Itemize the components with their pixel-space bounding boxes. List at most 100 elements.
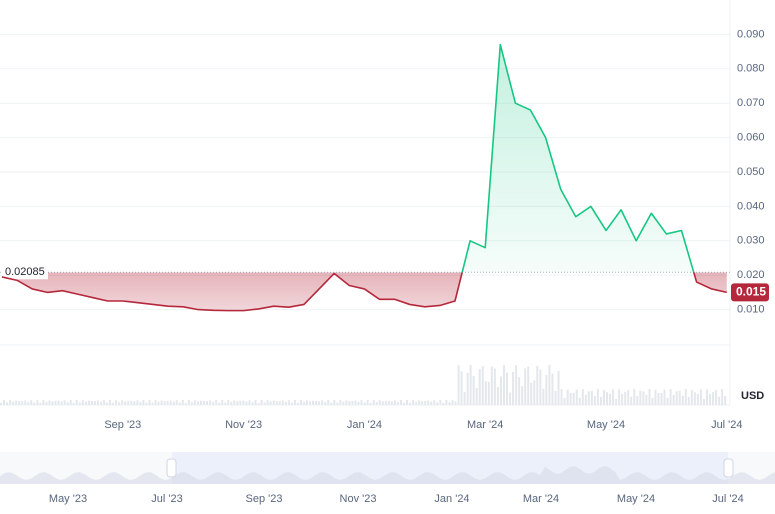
volume-bar <box>172 401 175 405</box>
volume-bar <box>139 402 142 405</box>
volume-bar <box>475 387 478 405</box>
volume-bar <box>145 402 148 405</box>
volume-bar <box>690 390 693 405</box>
volume-bar <box>293 400 296 405</box>
volume-bar <box>427 400 430 405</box>
volume-bar <box>45 401 48 405</box>
y-tick-label: 0.050 <box>737 166 765 178</box>
volume-bar <box>366 400 369 405</box>
volume-bar <box>702 398 705 405</box>
last-value-label: 0.015 <box>736 285 766 299</box>
volume-bar <box>436 402 439 405</box>
volume-bar <box>381 401 384 405</box>
volume-bar <box>242 400 245 405</box>
volume-bar <box>160 400 163 405</box>
volume-bar <box>451 400 454 405</box>
volume-bar <box>384 400 387 405</box>
x-tick-label: Jan '24 <box>347 419 382 431</box>
volume-bar <box>402 402 405 405</box>
volume-bar <box>175 400 178 405</box>
navigator-label: May '23 <box>49 493 87 505</box>
volume-bar <box>30 400 33 405</box>
volume-bar <box>705 389 708 405</box>
volume-bar <box>463 391 466 405</box>
volume-bar <box>290 402 293 405</box>
volume-bar <box>203 400 206 405</box>
volume-bar <box>333 400 336 405</box>
volume-bar <box>227 400 230 405</box>
y-tick-label: 0.030 <box>737 235 765 247</box>
volume-bar <box>81 400 84 405</box>
volume-bar <box>372 400 375 405</box>
volume-bar <box>348 401 351 405</box>
volume-bar <box>190 402 193 405</box>
volume-bar <box>75 400 78 405</box>
volume-bar <box>233 400 236 405</box>
volume-bar <box>506 372 509 405</box>
y-tick-label: 0.080 <box>737 63 765 75</box>
navigator-handle[interactable] <box>723 458 734 478</box>
volume-bar <box>499 376 502 405</box>
volume-bar <box>327 400 330 405</box>
volume-bar <box>354 400 357 405</box>
volume-bar <box>566 389 569 405</box>
volume-bar <box>678 390 681 405</box>
volume-bar <box>193 400 196 405</box>
navigator-area <box>0 466 775 484</box>
volume-bar <box>303 401 305 405</box>
volume-bar <box>115 400 118 405</box>
navigator-handle[interactable] <box>166 458 177 478</box>
volume-bar <box>627 390 630 405</box>
volume-bar <box>618 389 621 405</box>
volume-bar <box>575 389 578 405</box>
last-value-tag <box>731 283 769 302</box>
volume-bar <box>460 371 463 405</box>
volume-bar <box>675 391 678 405</box>
volume-bar <box>593 395 596 405</box>
volume-bar <box>609 393 612 405</box>
volume-bar <box>393 400 396 405</box>
volume-bar <box>484 381 487 405</box>
volume-bar <box>442 402 445 405</box>
volume-bar <box>248 400 251 405</box>
volume-bar <box>390 401 393 405</box>
navigator-label: Nov '23 <box>340 493 377 505</box>
volume-bar <box>339 400 342 405</box>
volume-bar <box>718 396 721 405</box>
volume-bar <box>151 402 154 405</box>
volume-bar <box>48 400 51 405</box>
volume-bar <box>445 400 448 405</box>
volume-bar <box>6 402 9 405</box>
navigator-label: Mar '24 <box>523 493 559 505</box>
volume-bar <box>109 400 112 405</box>
volume-bar <box>387 400 390 405</box>
volume-bar <box>15 400 18 405</box>
volume-bar <box>699 389 702 405</box>
volume-bar <box>466 372 469 405</box>
volume-bar <box>584 394 587 405</box>
volume-bar <box>469 365 472 405</box>
volume-bar <box>124 401 127 405</box>
volume-bar <box>712 392 715 405</box>
volume-bar <box>527 366 530 405</box>
volume-bar <box>69 400 72 405</box>
volume-bar <box>60 401 63 405</box>
volume-bar <box>448 402 451 405</box>
volume-bar <box>357 401 360 405</box>
x-tick-label: May '24 <box>587 419 625 431</box>
volume-bar <box>306 400 309 405</box>
volume-bar <box>696 393 699 405</box>
volume-bar <box>321 400 324 405</box>
volume-bar <box>439 400 442 405</box>
volume-bar <box>284 401 287 405</box>
volume-bar <box>199 400 202 405</box>
volume-bar <box>42 400 45 405</box>
volume-bar <box>133 401 136 405</box>
volume-bar <box>424 400 427 405</box>
volume-bar <box>254 400 257 405</box>
volume-bar <box>99 401 102 405</box>
volume-bar <box>715 390 718 405</box>
volume-bar <box>63 400 66 405</box>
x-tick-label: Sep '23 <box>104 419 141 431</box>
